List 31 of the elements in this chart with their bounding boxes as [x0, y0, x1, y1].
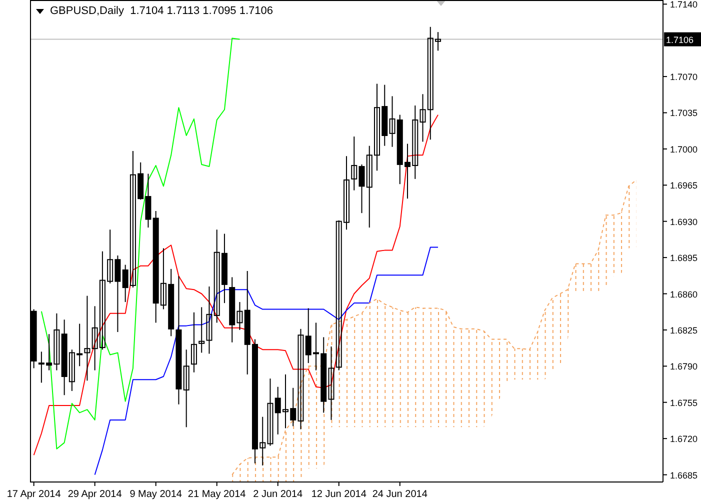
y-tick-label: 1.6755 [670, 398, 698, 408]
y-tick-label: 1.7035 [670, 108, 698, 118]
x-tick-label: 17 Apr 2014 [6, 489, 62, 500]
y-tick-label: 1.7000 [670, 144, 698, 154]
y-tick-label: 1.6860 [670, 289, 698, 300]
candlestick [351, 136, 358, 191]
x-tick-label: 9 May 2014 [130, 489, 182, 500]
y-tick-label: 1.6895 [670, 253, 698, 264]
line-series [94, 246, 439, 476]
y-tick-label: 1.7140 [670, 0, 698, 10]
x-tick-label: 2 Jun 2014 [253, 489, 304, 500]
y-tick-label: 1.7070 [670, 72, 698, 82]
y-tick-label: 1.6825 [670, 325, 698, 336]
candlestick [206, 286, 212, 354]
line-series [40, 38, 240, 450]
line-series [33, 114, 439, 456]
x-tick-label: 12 Jun 2014 [311, 489, 367, 500]
y-tick-label: 1.6930 [670, 216, 698, 227]
x-tick-label: 24 Jun 2014 [372, 489, 428, 500]
ref-line-label: 1.7106 [666, 34, 694, 45]
y-tick-label: 1.6790 [670, 362, 698, 372]
y-tick-label: 1.6720 [670, 434, 698, 444]
candlestick [198, 306, 205, 354]
text: GBPUSD,Daily 1.7104 1.7113 1.7095 1.7106 [50, 5, 274, 17]
x-tick-label: 29 Apr 2014 [68, 489, 122, 500]
y-tick-label: 1.6965 [670, 180, 698, 191]
candlestick [183, 349, 190, 428]
y-tick-label: 1.6685 [670, 470, 698, 480]
candlestick [190, 312, 197, 373]
x-tick-label: 21 May 2014 [188, 489, 246, 500]
candlestick [84, 295, 90, 382]
